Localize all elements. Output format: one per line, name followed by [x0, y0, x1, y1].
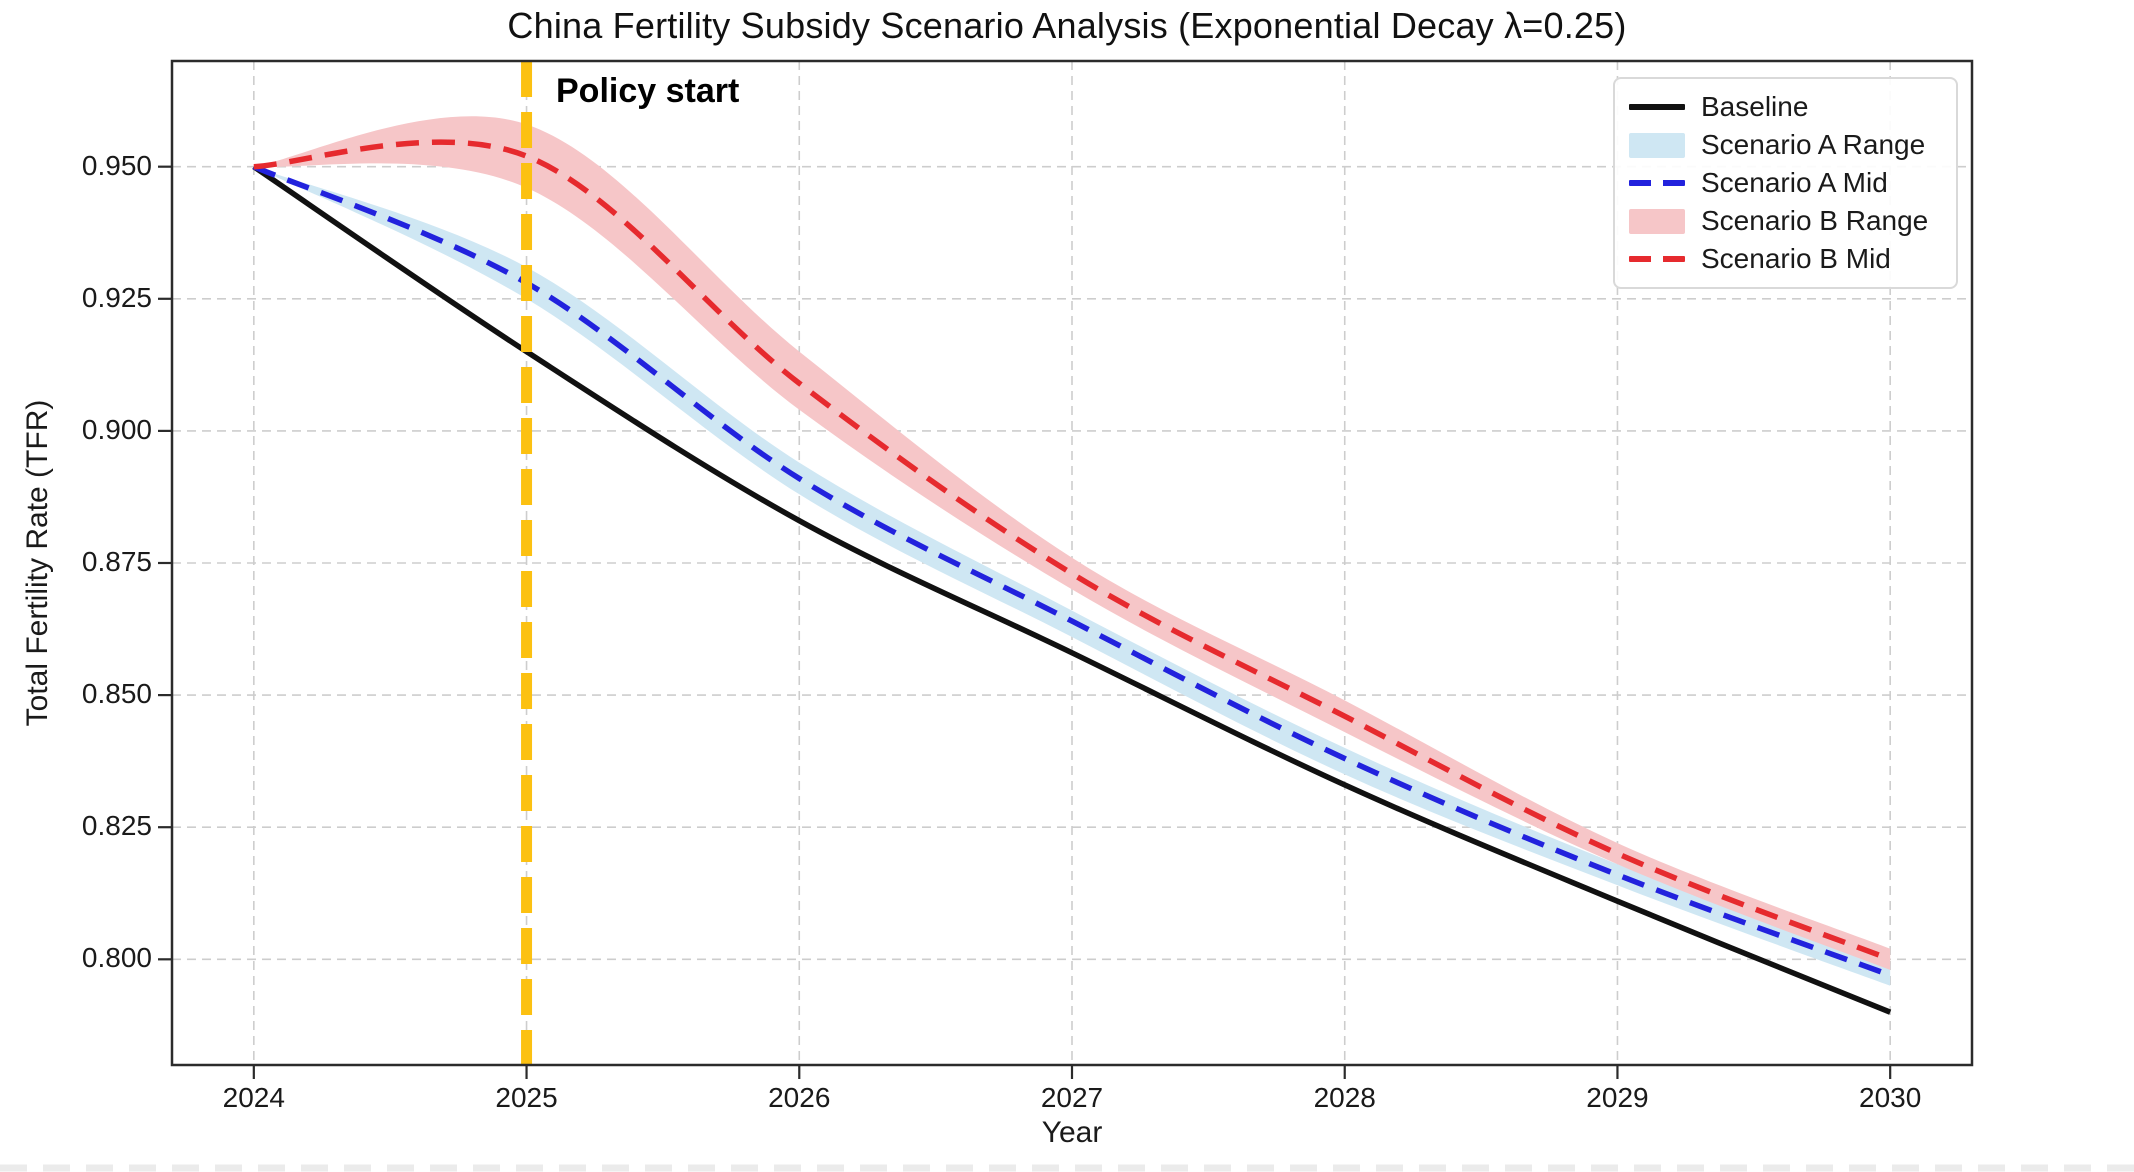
- legend-patch-swatch: [1629, 132, 1685, 158]
- legend-item-label: Scenario B Range: [1701, 205, 1929, 236]
- x-tick-label: 2030: [1859, 1082, 1922, 1113]
- plot-frame: [170, 59, 1974, 1067]
- legend-line-swatch: [1629, 104, 1685, 110]
- y-tick-label: 0.925: [81, 281, 152, 313]
- y-tick-label: 0.900: [81, 413, 152, 445]
- y-tick-label: 0.950: [81, 149, 152, 181]
- legend-line-swatch: [1629, 256, 1685, 262]
- x-tick-label: 2028: [1313, 1082, 1376, 1113]
- scenario-a-range-band: [253, 166, 1891, 986]
- legend-item-label: Scenario B Mid: [1701, 243, 1891, 274]
- chart-title: China Fertility Subsidy Scenario Analysi…: [507, 5, 1627, 46]
- y-tick-label: 0.800: [81, 942, 152, 974]
- policy-start-annotation: Policy start: [556, 72, 740, 110]
- x-tick-label: 2029: [1586, 1082, 1649, 1113]
- legend-item-scenario-b-mid: Scenario B Mid: [1629, 243, 1942, 275]
- legend-item-baseline: Baseline: [1629, 91, 1942, 123]
- legend-line-swatch: [1629, 180, 1685, 186]
- y-tick-label: 0.850: [81, 678, 152, 710]
- x-tick-label: 2025: [495, 1082, 558, 1113]
- x-tick-label: 2027: [1040, 1082, 1104, 1113]
- legend-item-scenario-a-mid: Scenario A Mid: [1629, 167, 1942, 199]
- y-tick-label: 0.875: [81, 546, 152, 577]
- legend-item-label: Scenario A Range: [1701, 129, 1926, 160]
- legend-item-label: Scenario A Mid: [1701, 167, 1888, 198]
- legend-item-label: Baseline: [1701, 91, 1809, 122]
- legend: Baseline Scenario A Range Scenario A Mid Sc…: [1613, 77, 1958, 289]
- legend-item-scenario-a-range: Scenario A Range: [1629, 129, 1942, 161]
- legend-item-scenario-b-range: Scenario B Range: [1629, 205, 1942, 237]
- y-tick-label: 0.825: [81, 810, 152, 842]
- x-axis-label: Year: [1041, 1116, 1103, 1149]
- x-tick-label: 2024: [222, 1082, 285, 1113]
- x-tick-label: 2026: [768, 1082, 831, 1113]
- legend-patch-swatch: [1629, 208, 1685, 234]
